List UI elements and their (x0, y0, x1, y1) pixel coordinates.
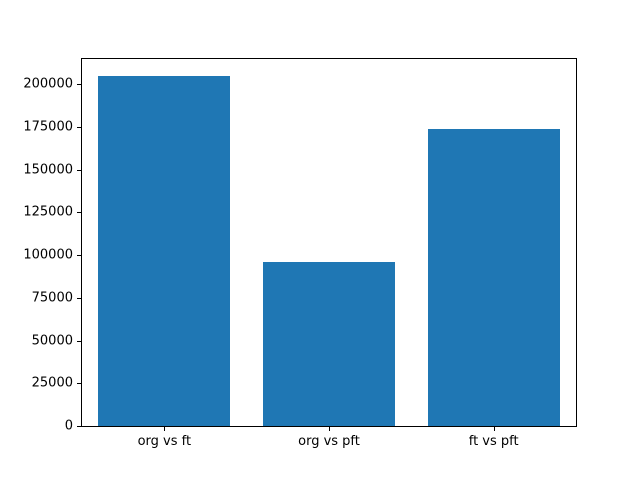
bar-org-vs-ft (98, 76, 231, 426)
y-tick-label: 125000 (23, 204, 73, 220)
x-tick-mark (329, 427, 330, 431)
y-tick-mark (77, 84, 81, 86)
y-tick-label: 75000 (31, 290, 73, 306)
y-tick-mark (77, 340, 81, 342)
y-tick-mark (77, 383, 81, 385)
y-tick-mark (77, 255, 81, 257)
y-tick-mark (77, 297, 81, 299)
y-tick-mark (77, 169, 81, 171)
y-tick-mark (77, 212, 81, 214)
x-tick-label: org vs pft (298, 434, 360, 449)
y-tick-label: 100000 (23, 247, 73, 263)
y-tick-label: 50000 (31, 333, 73, 349)
x-tick-label: org vs ft (137, 434, 192, 449)
y-tick-label: 0 (64, 418, 73, 434)
y-tick-label: 150000 (23, 162, 73, 178)
bar-ft-vs-pft (427, 129, 560, 426)
y-tick-mark (77, 126, 81, 128)
x-tick-mark (493, 427, 495, 431)
bar-org-vs-pft (263, 262, 395, 426)
y-tick-label: 25000 (31, 375, 73, 391)
x-tick-mark (164, 427, 166, 431)
x-tick-label: ft vs pft (468, 434, 519, 449)
y-tick-label: 175000 (23, 119, 73, 135)
y-tick-mark (77, 426, 81, 427)
y-tick-label: 200000 (23, 76, 73, 92)
plot-area (81, 58, 577, 427)
